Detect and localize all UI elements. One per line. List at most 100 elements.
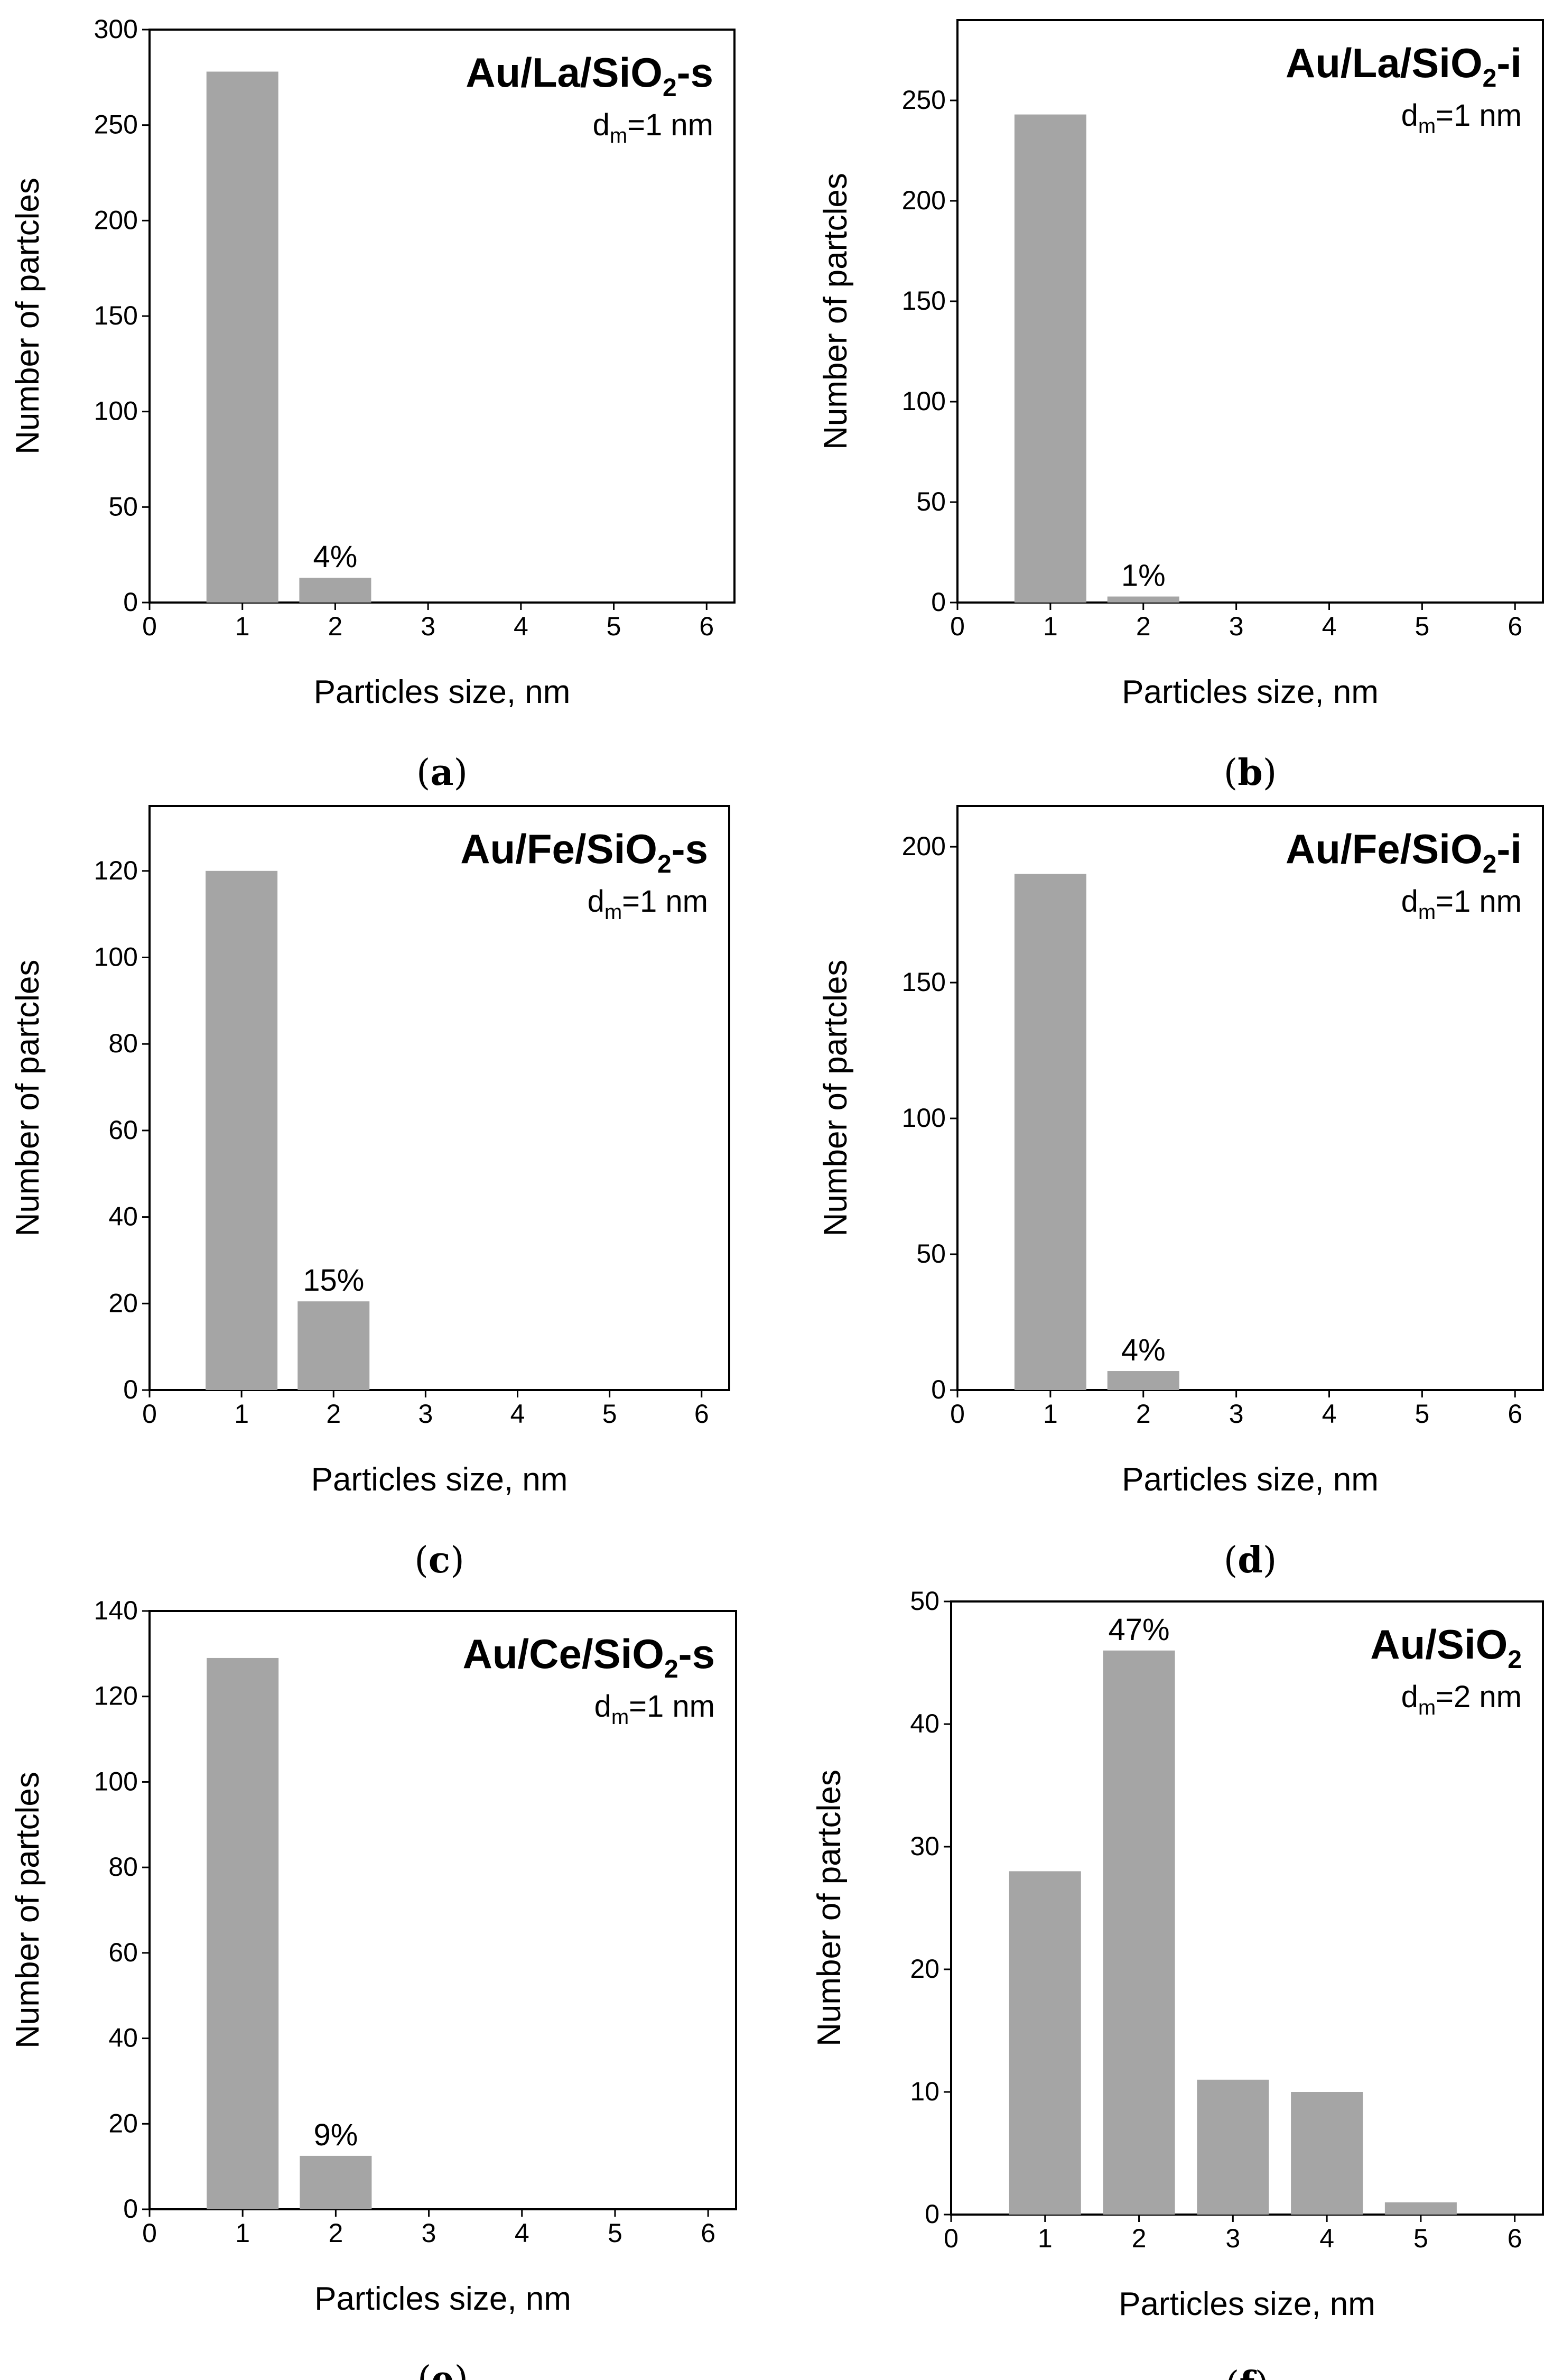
- caption-letter: e: [431, 2358, 454, 2380]
- caption-letter: a: [430, 752, 453, 794]
- x-tick-label: 5: [608, 2218, 622, 2248]
- y-tick-label: 40: [910, 1709, 939, 1738]
- data-label: 4%: [313, 540, 358, 574]
- data-label: 15%: [303, 1263, 364, 1298]
- plot-frame: [956, 19, 1544, 604]
- chart-title-prefix: Au/Fe/SiO: [1286, 826, 1483, 872]
- x-tick-label: 4: [514, 612, 528, 641]
- dm-subscript: m: [604, 901, 622, 924]
- caption-letter: c: [429, 1539, 450, 1581]
- caption-close: ): [1263, 752, 1277, 794]
- y-tick-label: 40: [108, 2023, 138, 2053]
- y-tick-label: 10: [910, 2077, 939, 2106]
- x-axis-label: Particles size, nm: [1122, 1461, 1379, 1498]
- dm-subscript: m: [611, 1706, 629, 1729]
- y-tick-label: 0: [931, 587, 946, 617]
- x-tick-label: 3: [418, 1399, 433, 1429]
- dm-main: d: [1401, 98, 1418, 133]
- bar: [207, 1657, 279, 2209]
- bar: [1291, 2092, 1363, 2215]
- dm-label: dm=1 nm: [588, 884, 708, 924]
- y-tick-label: 120: [94, 1681, 138, 1711]
- chart-title: Au/Ce/SiO2-s: [463, 1631, 715, 1683]
- y-axis-label: Number of partcles: [10, 1772, 46, 2049]
- chart-title-prefix: Au/La/SiO: [466, 49, 663, 96]
- y-tick-label: 50: [108, 492, 138, 521]
- x-axis-label: Particles size, nm: [314, 674, 571, 710]
- x-tick-label: 6: [1508, 612, 1522, 641]
- x-tick-label: 1: [1043, 612, 1058, 641]
- y-tick-label: 150: [902, 967, 946, 997]
- x-tick-label: 2: [328, 2218, 343, 2248]
- x-tick-label: 4: [515, 2218, 529, 2248]
- x-tick-label: 2: [1132, 2224, 1147, 2253]
- panel-caption: (b): [1224, 752, 1277, 794]
- dm-subscript: m: [610, 124, 627, 147]
- chart-title-suffix: -i: [1496, 826, 1522, 872]
- panel-caption: (c): [414, 1539, 464, 1581]
- panel-caption: (e): [417, 2358, 468, 2380]
- y-axis-label: Number of partcles: [817, 960, 854, 1237]
- y-tick-label: 20: [910, 1954, 939, 1984]
- plot-frame: [956, 805, 1544, 1391]
- x-tick-label: 1: [1038, 2224, 1053, 2253]
- y-tick-label: 0: [123, 2194, 138, 2224]
- chart-title: Au/SiO2: [1370, 1621, 1522, 1674]
- chart-title: Au/La/SiO2-s: [466, 49, 713, 102]
- y-tick-label: 200: [902, 831, 946, 861]
- chart-title-prefix: Au/SiO: [1370, 1621, 1508, 1668]
- caption-close: ): [450, 1540, 464, 1581]
- y-tick-label: 150: [94, 301, 138, 330]
- bar: [1107, 596, 1179, 603]
- bar: [206, 870, 278, 1390]
- caption-open: (: [1225, 2364, 1240, 2380]
- x-tick-label: 0: [142, 612, 157, 641]
- y-axis-label: Number of partcles: [10, 178, 46, 455]
- y-tick-label: 250: [94, 110, 138, 140]
- dm-label: dm=1 nm: [1401, 884, 1522, 924]
- dm-main: d: [594, 1689, 611, 1724]
- caption-close: ): [454, 752, 468, 794]
- x-tick-label: 3: [422, 2218, 436, 2248]
- chart-title-suffix: -s: [672, 826, 708, 872]
- x-tick-label: 0: [950, 612, 965, 641]
- data-label: 47%: [1109, 1613, 1170, 1647]
- x-tick-label: 2: [326, 1399, 341, 1429]
- x-tick-label: 0: [142, 1399, 157, 1429]
- chart-title-suffix: -s: [677, 49, 713, 96]
- chart-title: Au/Fe/SiO2-i: [1286, 826, 1522, 878]
- x-axis-label: Particles size, nm: [1122, 674, 1379, 710]
- x-tick-label: 0: [944, 2224, 959, 2253]
- caption-open: (: [416, 752, 431, 794]
- y-tick-label: 100: [902, 386, 946, 416]
- bar: [1107, 1371, 1179, 1390]
- chart-title-suffix: -s: [678, 1631, 715, 1677]
- caption-letter: b: [1238, 752, 1263, 794]
- dm-value: =2 nm: [1436, 1680, 1522, 1714]
- y-tick-label: 100: [94, 396, 138, 426]
- bar: [1014, 114, 1086, 603]
- y-tick-label: 60: [108, 1938, 138, 1967]
- x-tick-label: 3: [421, 612, 435, 641]
- x-tick-label: 4: [1322, 612, 1337, 641]
- x-tick-label: 4: [1322, 1399, 1337, 1429]
- y-tick-label: 50: [916, 1239, 946, 1268]
- y-axis-label: Number of partcles: [811, 1770, 848, 2046]
- dm-label: dm=1 nm: [1401, 98, 1522, 138]
- x-tick-label: 4: [510, 1399, 525, 1429]
- chart-title-subscript: 2: [663, 74, 677, 102]
- y-tick-label: 0: [123, 1375, 138, 1404]
- x-tick-label: 1: [235, 2218, 250, 2248]
- y-tick-label: 300: [94, 14, 138, 44]
- x-tick-label: 6: [701, 2218, 715, 2248]
- panel-caption: (a): [416, 752, 468, 794]
- caption-close: ): [1255, 2364, 1269, 2380]
- chart-title-prefix: Au/Ce/SiO: [463, 1631, 664, 1677]
- y-tick-label: 30: [910, 1831, 939, 1861]
- bar: [206, 71, 278, 603]
- dm-main: d: [593, 108, 610, 142]
- y-axis-label: Number of partcles: [10, 960, 46, 1237]
- x-tick-label: 1: [234, 1399, 249, 1429]
